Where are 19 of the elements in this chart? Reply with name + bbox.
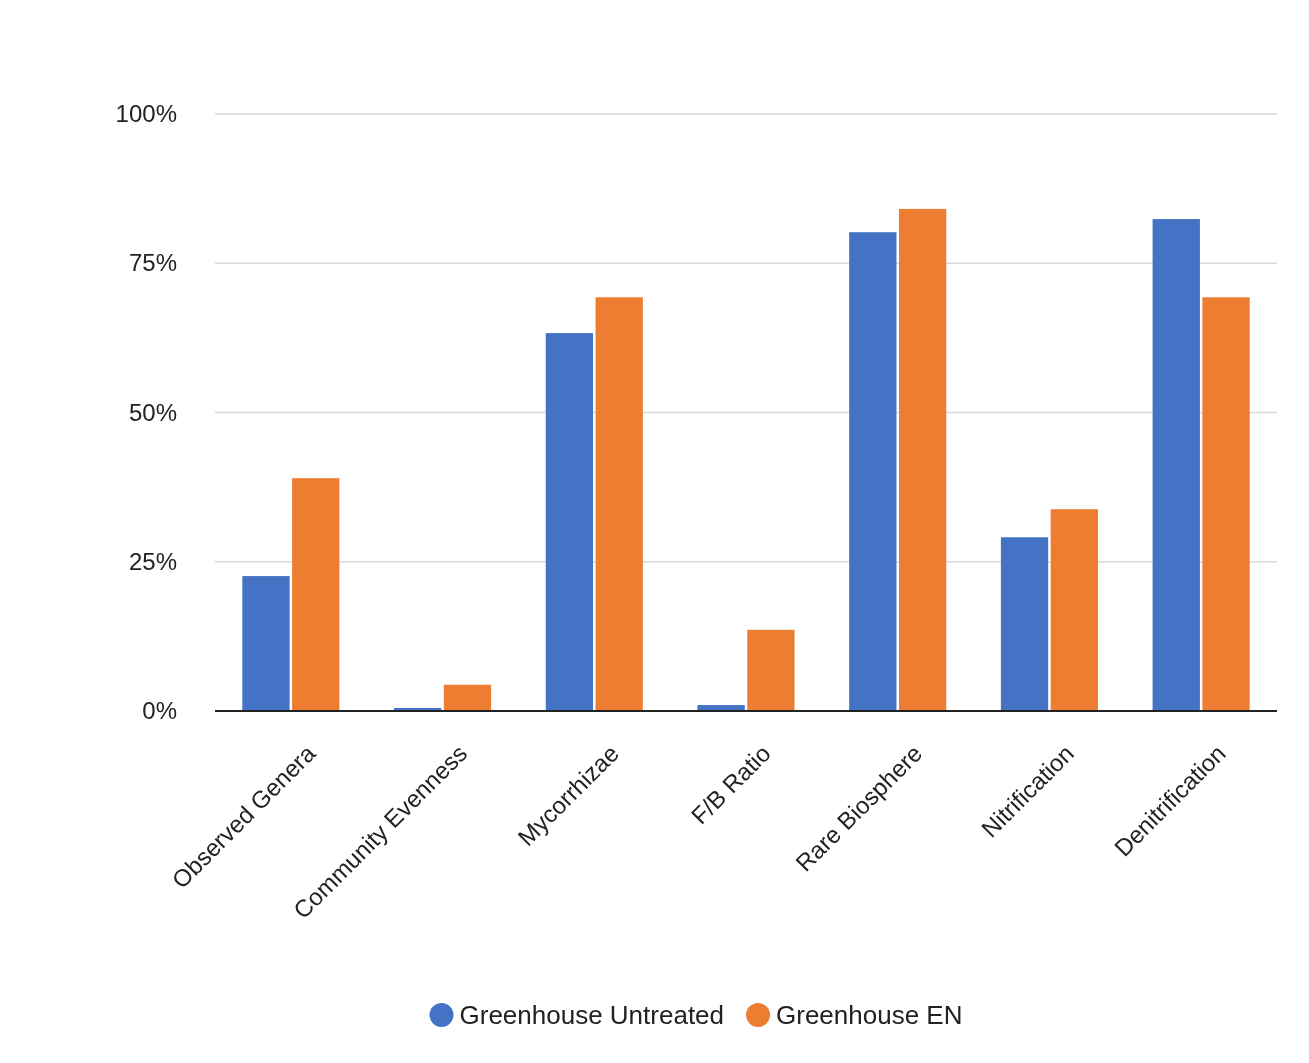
y-tick-label: 50%	[128, 398, 177, 426]
bar	[1152, 219, 1200, 711]
bar	[595, 297, 643, 711]
bar	[1050, 509, 1098, 711]
bar	[1000, 537, 1049, 711]
y-tick-label: 0%	[142, 697, 177, 725]
bar	[898, 208, 947, 711]
bar	[849, 232, 897, 711]
bar	[443, 684, 492, 711]
bar	[1202, 297, 1250, 711]
legend-label: Greenhouse EN	[776, 1000, 963, 1031]
bar	[545, 333, 594, 711]
bar	[292, 478, 340, 711]
bar	[242, 576, 290, 711]
y-tick-label: 25%	[128, 547, 177, 575]
bar	[747, 629, 795, 711]
legend-label: Greenhouse Untreated	[459, 1000, 725, 1031]
y-tick-label: 100%	[115, 100, 177, 128]
y-tick-label: 75%	[128, 249, 177, 277]
